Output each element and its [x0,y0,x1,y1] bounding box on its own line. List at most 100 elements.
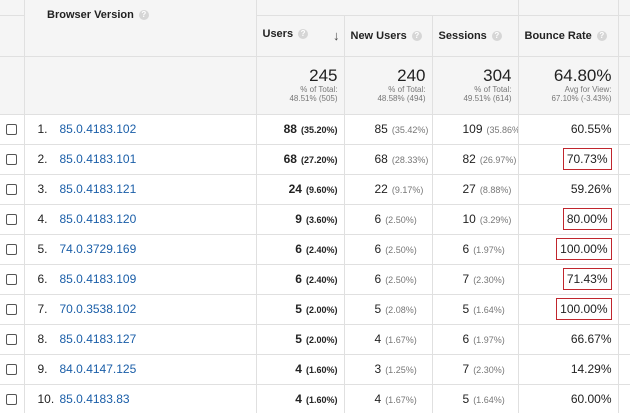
browser-version-link[interactable]: 85.0.4183.120 [59,212,137,226]
new-users-cell: 22 (9.17%) [344,174,433,205]
users-value: 6 [295,242,302,256]
users-total: 245 % of Total: 48.51% (505) [256,56,345,115]
new-users-value: 85 [374,122,388,136]
bounce-rate-total-sub1: Avg for View: [564,85,612,94]
row-checkbox[interactable] [6,334,18,346]
users-cell: 5 (2.00%) [256,324,345,355]
new-users-cell: 68 (28.33%) [344,144,433,175]
new-users-header-label: New Users [350,29,407,42]
sessions-percent: (1.97%) [473,335,505,345]
help-icon[interactable]: ? [596,30,607,41]
bounce-rate-cell: 71.43% [518,264,619,295]
sessions-value: 6 [462,332,470,346]
bounce-rate-value: 59.26% [570,182,612,196]
sessions-cell: 6 (1.97%) [432,324,519,355]
users-value: 5 [295,332,302,346]
users-value: 88 [283,122,297,136]
browser-version-link[interactable]: 74.0.3729.169 [59,242,137,256]
bounce-rate-value-highlighted: 100.00% [556,298,612,320]
sessions-cell: 7 (2.30%) [432,354,519,385]
table-row: 5. 74.0.3729.169 6 (2.40%) 6 (2.50%) 6 (1.97… [0,234,630,265]
users-percent: (2.00%) [305,305,338,315]
bounce-rate-value-highlighted: 71.43% [562,268,612,290]
new-users-percent: (2.50%) [385,245,417,255]
new-users-value: 6 [374,272,382,286]
help-icon[interactable]: ? [411,30,422,41]
row-checkbox[interactable] [6,304,18,316]
sessions-percent: (26.97%) [479,155,517,165]
users-total-sub2: 48.51% (505) [289,94,338,103]
help-icon[interactable]: ? [491,30,502,41]
row-checkbox[interactable] [6,184,18,196]
row-checkbox[interactable] [6,124,18,136]
sessions-column-header[interactable]: Sessions? [432,15,519,57]
browser-version-link[interactable]: 70.0.3538.102 [59,302,137,316]
new-users-value: 5 [374,302,382,316]
new-users-value: 3 [374,362,382,376]
new-users-cell: 6 (2.50%) [344,264,433,295]
browser-version-link[interactable]: 85.0.4183.102 [59,122,137,136]
new-users-cell: 4 (1.67%) [344,384,433,413]
new-users-cell: 6 (2.50%) [344,234,433,265]
row-index: 5. [37,242,48,256]
sessions-percent: (1.97%) [473,245,505,255]
sessions-cell: 5 (1.64%) [432,294,519,325]
users-header-label: Users [262,28,294,40]
bounce-rate-total-value: 64.80% [553,66,612,85]
sessions-header-label: Sessions [438,29,487,42]
help-icon[interactable]: ? [138,10,149,21]
sort-descending-icon[interactable]: ↓ [333,28,340,43]
bounce-rate-cell: 100.00% [518,234,619,265]
bounce-rate-column-header[interactable]: Bounce Rate? [518,15,619,57]
new-users-value: 4 [374,392,382,406]
sessions-cell: 109(35.86%) [432,114,519,145]
sessions-value: 7 [462,362,470,376]
table-row: 8. 85.0.4183.127 5 (2.00%) 4 (1.67%) 6 (1.97… [0,324,630,355]
browser-version-link[interactable]: 85.0.4183.121 [59,182,137,196]
sessions-cell: 27 (8.88%) [432,174,519,205]
new-users-cell: 4 (1.67%) [344,324,433,355]
row-index: 10. [37,392,55,406]
browser-version-link[interactable]: 84.0.4147.125 [59,362,137,376]
row-checkbox[interactable] [6,394,18,406]
users-column-header[interactable]: Users? ↓ [256,15,345,57]
browser-version-header[interactable]: Browser Version? [47,9,149,21]
sessions-cell: 6 (1.97%) [432,234,519,265]
sessions-value: 27 [462,182,476,196]
row-checkbox[interactable] [6,364,18,376]
table-row: 10. 85.0.4183.83 4 (1.60%) 4 (1.67%) 5 (1.64… [0,384,630,413]
row-checkbox[interactable] [6,154,18,166]
bounce-rate-cell: 59.26% [518,174,619,205]
sessions-percent: (8.88%) [479,185,512,195]
row-index: 4. [37,212,48,226]
users-value: 5 [295,302,302,316]
row-index: 2. [37,152,48,166]
users-cell: 6 (2.40%) [256,234,345,265]
users-value: 6 [295,272,302,286]
sessions-percent: (2.30%) [473,275,505,285]
new-users-percent: (35.42%) [391,125,429,135]
sessions-total-sub2: 49.51% (614) [463,94,512,103]
users-percent: (1.60%) [305,365,338,375]
row-index: 1. [37,122,48,136]
table-row: 3. 85.0.4183.121 24 (9.60%) 22 (9.17%) 27 (8… [0,174,630,205]
browser-version-link[interactable]: 85.0.4183.101 [59,152,137,166]
new-users-percent: (28.33%) [391,155,429,165]
totals-row: 245 % of Total: 48.51% (505) 240 % of To… [0,56,630,115]
row-checkbox[interactable] [6,214,18,226]
row-checkbox[interactable] [6,244,18,256]
browser-version-link[interactable]: 85.0.4183.109 [59,272,137,286]
sessions-value: 5 [462,302,470,316]
new-users-percent: (1.67%) [385,395,417,405]
bounce-rate-cell: 60.00% [518,384,619,413]
help-icon[interactable]: ? [298,29,309,40]
new-users-value: 6 [374,212,382,226]
new-users-total-sub2: 48.58% (494) [377,94,426,103]
browser-version-link[interactable]: 85.0.4183.83 [59,392,130,406]
new-users-column-header[interactable]: New Users? [344,15,433,57]
browser-version-link[interactable]: 85.0.4183.127 [59,332,137,346]
row-checkbox[interactable] [6,274,18,286]
users-value: 4 [295,362,302,376]
bounce-rate-value: 60.55% [570,122,612,136]
sessions-value: 6 [462,242,470,256]
